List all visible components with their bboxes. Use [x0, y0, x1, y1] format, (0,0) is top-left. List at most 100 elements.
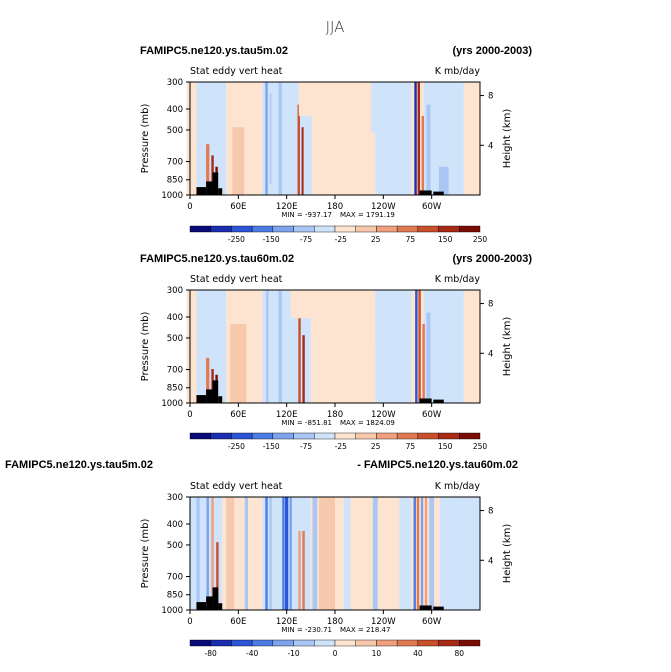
colorbar-swatch: [231, 225, 253, 233]
field-band: [429, 497, 435, 610]
field-band: [269, 497, 272, 610]
y2-tick-label: 4: [488, 556, 493, 566]
field-band: [269, 93, 272, 184]
field-region: [399, 497, 412, 610]
colorbar-swatch: [355, 432, 377, 440]
field-band: [244, 497, 248, 610]
field-band: [278, 82, 282, 195]
colorbar-label: 80: [455, 649, 465, 658]
colorbar-swatch: [293, 225, 315, 233]
panel-left-title: FAMIPC5.ne120.ys.tau60m.02: [140, 253, 294, 265]
field-band: [298, 312, 301, 403]
x-tick-label: 60W: [422, 410, 442, 420]
y-tick-label: 300: [167, 493, 183, 503]
field-band: [413, 497, 416, 610]
panel-right-title: (yrs 2000-2003): [452, 45, 532, 57]
x-tick-label: 0: [187, 617, 192, 627]
field-band: [416, 497, 420, 610]
colorbar-swatch: [417, 639, 439, 647]
colorbar-swatch: [210, 432, 232, 440]
colorbar-swatch: [251, 225, 274, 233]
terrain: [218, 188, 223, 195]
terrain: [218, 396, 223, 403]
panel-units-label: K mb/day: [435, 481, 481, 492]
field-band: [216, 542, 219, 610]
colorbar-swatch: [272, 225, 294, 233]
colorbar-label: -75: [300, 442, 312, 451]
field-band: [424, 497, 428, 610]
max-label: MAX = 1824.09: [340, 419, 395, 427]
y-tick-label: 300: [167, 78, 183, 88]
field-band: [302, 335, 305, 403]
colorbar-swatch: [355, 225, 377, 233]
colorbar: -250 -150 -75 -25 25 75 150 250: [189, 432, 487, 451]
colorbar-swatch: [314, 432, 336, 440]
field-band: [206, 497, 209, 610]
y-tick-label: 1000: [161, 191, 183, 201]
field-band: [230, 323, 247, 403]
colorbar-swatch: [210, 225, 232, 233]
y-tick-label: 850: [167, 176, 183, 186]
colorbar-swatch: [231, 639, 253, 647]
x-tick-label: 60E: [230, 617, 246, 627]
terrain: [212, 380, 219, 403]
panel-units-label: K mb/day: [435, 66, 481, 77]
colorbar-label: 75: [406, 235, 416, 244]
colorbar-label: 40: [413, 649, 423, 658]
field-band: [265, 497, 268, 610]
y-tick-label: 400: [167, 105, 183, 115]
y-tick-label: 400: [167, 313, 183, 323]
terrain: [419, 605, 432, 610]
field-band: [206, 357, 210, 403]
colorbar-label: -25: [335, 442, 347, 451]
field-band: [186, 82, 197, 195]
field-band: [211, 497, 214, 610]
field-band: [420, 497, 424, 610]
x-tick-label: 60W: [422, 202, 442, 212]
colorbar-swatch: [231, 432, 253, 440]
field-region: [463, 82, 480, 195]
y2-tick-label: 8: [488, 300, 493, 310]
main-title: JJA: [326, 18, 345, 36]
field: [190, 497, 480, 610]
field-band: [226, 497, 235, 610]
colorbar-swatch: [438, 639, 460, 647]
y2-axis-label: Height (km): [502, 109, 513, 169]
field-band: [266, 290, 269, 403]
field-band: [426, 104, 431, 195]
field-band: [372, 497, 378, 610]
colorbar-swatch: [396, 432, 419, 440]
x-tick-label: 120E: [276, 202, 298, 212]
y-axis-label: Pressure (mb): [140, 104, 151, 174]
field-region: [262, 290, 275, 403]
panel-3: FAMIPC5.ne120.ys.tau5m.02 - FAMIPC5.ne120…: [5, 459, 518, 658]
panel-variable-label: Stat eddy vert heat: [190, 481, 283, 492]
max-label: MAX = 218.47: [340, 626, 390, 634]
field-region: [463, 290, 480, 403]
x-tick-label: 120E: [276, 410, 298, 420]
terrain: [196, 395, 207, 403]
colorbar-swatch: [417, 432, 439, 440]
panel-right-title: - FAMIPC5.ne120.ys.tau60m.02: [357, 459, 518, 471]
field-band: [186, 290, 197, 403]
terrain: [419, 398, 432, 403]
y2-axis-label: Height (km): [502, 317, 513, 377]
colorbar-label: -250: [228, 235, 245, 244]
field-region: [262, 82, 275, 195]
field-band: [417, 82, 420, 195]
field-band: [298, 82, 348, 116]
colorbar-swatch: [189, 225, 211, 233]
colorbar-swatch: [438, 432, 460, 440]
colorbar-swatch: [293, 432, 315, 440]
colorbar-swatch: [396, 639, 419, 647]
field-band: [290, 290, 348, 319]
x-tick-label: 120E: [276, 617, 298, 627]
panel-left-title: FAMIPC5.ne120.ys.tau5m.02: [5, 459, 153, 471]
y-tick-label: 500: [167, 541, 183, 551]
terrain: [212, 172, 219, 195]
field-band: [343, 497, 351, 610]
colorbar-swatch: [459, 225, 481, 233]
field-band: [232, 127, 245, 195]
colorbar-label: 25: [371, 235, 381, 244]
